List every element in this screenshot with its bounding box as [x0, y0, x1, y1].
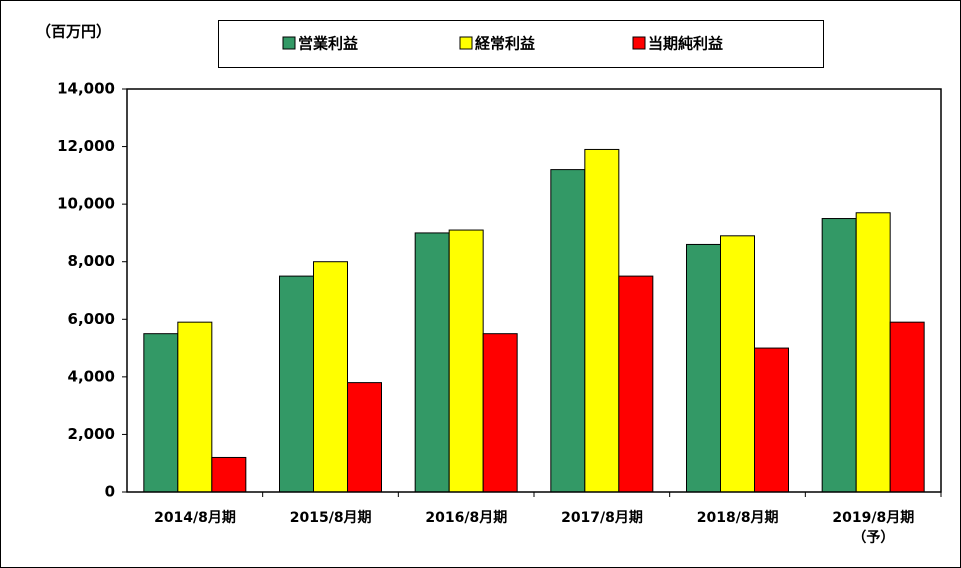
x-tick-label: 2014/8月期 — [154, 510, 236, 526]
x-tick-label: 2016/8月期 — [425, 510, 508, 526]
y-axis-label: （百万円） — [36, 23, 111, 41]
y-tick-label: 2,000 — [68, 425, 115, 443]
bar — [855, 212, 891, 493]
legend-swatch — [282, 36, 296, 50]
y-tick-label: 6,000 — [68, 310, 115, 328]
bar — [720, 235, 755, 493]
legend-swatch — [459, 36, 473, 50]
legend-label: 当期純利益 — [648, 35, 723, 53]
bar — [618, 275, 654, 493]
legend-label: 経常利益 — [475, 35, 535, 53]
bar — [550, 169, 586, 493]
legend-swatch — [632, 36, 646, 50]
bar — [211, 456, 247, 493]
x-tick-label: 2017/8月期 — [561, 510, 643, 526]
bar — [177, 321, 213, 493]
bar — [482, 333, 518, 493]
y-tick-label: 8,000 — [68, 252, 115, 270]
bar — [347, 382, 382, 493]
bar — [448, 229, 484, 493]
plot-frame — [126, 88, 942, 493]
bar — [686, 243, 721, 493]
bar — [279, 275, 314, 493]
x-tick-label: 2015/8月期 — [289, 510, 372, 526]
y-tick-label: 12,000 — [57, 137, 115, 155]
y-tick-label: 10,000 — [57, 195, 115, 213]
bar — [889, 321, 925, 493]
bar — [584, 148, 620, 493]
y-tick-label: 4,000 — [68, 367, 115, 385]
bar — [313, 261, 348, 493]
x-tick-label: 2018/8月期 — [696, 510, 779, 526]
legend-box — [218, 20, 824, 68]
bar — [821, 218, 857, 493]
bar — [754, 347, 789, 493]
y-tick-label: 14,000 — [57, 80, 115, 98]
legend-label: 営業利益 — [298, 35, 358, 53]
x-tick-label: 2019/8月期 （予） — [832, 510, 915, 546]
bar — [414, 232, 450, 493]
y-tick-label: 0 — [105, 483, 115, 501]
bar — [143, 333, 179, 493]
